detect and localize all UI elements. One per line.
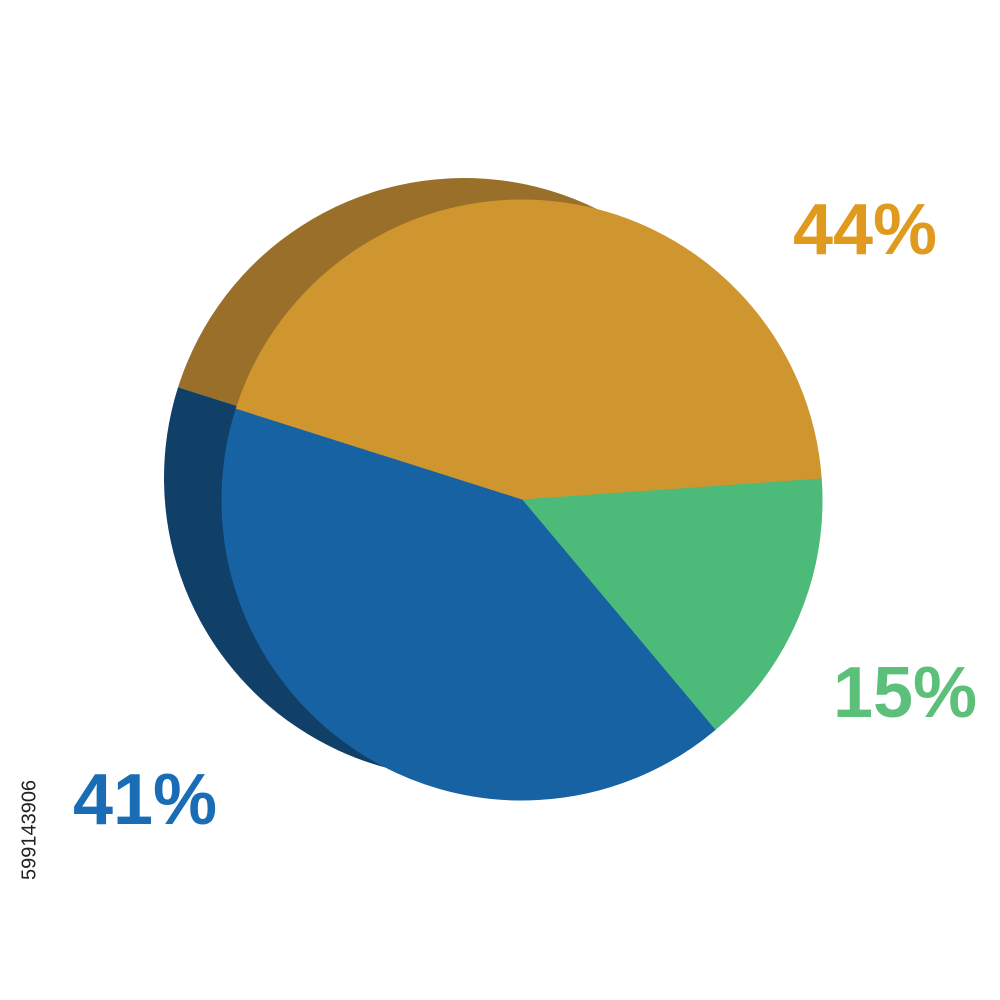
data-label: 41% (73, 760, 217, 840)
slice (221, 408, 716, 801)
slice (235, 199, 822, 501)
slice (520, 478, 823, 731)
data-label: 44% (793, 190, 937, 270)
stock-id: 599143906 (18, 780, 40, 880)
data-label: 15% (833, 653, 977, 733)
